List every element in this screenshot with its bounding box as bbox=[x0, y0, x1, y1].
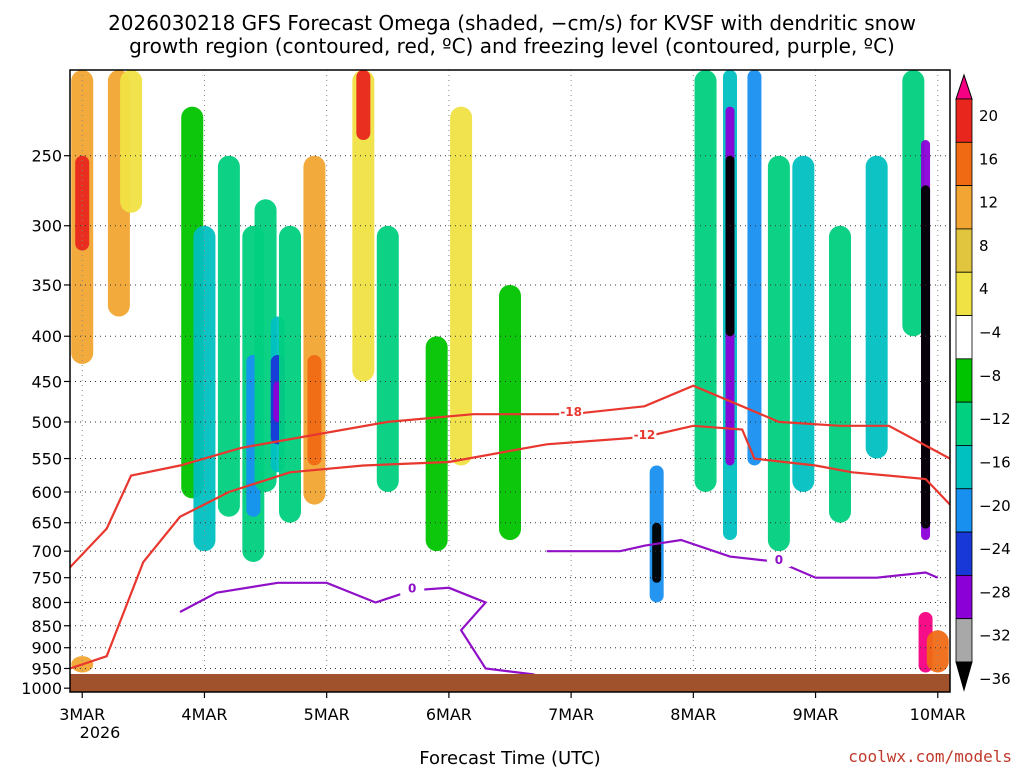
colorbar-label-0: 20 bbox=[979, 107, 998, 125]
colorbar-label-3: 8 bbox=[979, 237, 989, 255]
omega-cell-19 bbox=[376, 225, 399, 492]
x-axis-label: Forecast Time (UTC) bbox=[419, 748, 600, 768]
y-tick-label-600: 600 bbox=[31, 483, 62, 502]
contours: -12 -18 0 0 bbox=[70, 384, 950, 676]
contour-line-1 bbox=[70, 384, 950, 569]
omega-cell-18 bbox=[356, 70, 371, 141]
omega-cell-14 bbox=[279, 225, 301, 523]
y-tick-label-250: 250 bbox=[31, 147, 62, 166]
omega-cell-33 bbox=[865, 155, 888, 459]
y-tick-label-300: 300 bbox=[31, 217, 62, 236]
colorbar-label-5: −4 bbox=[979, 324, 1001, 342]
omega-cell-17 bbox=[352, 70, 375, 382]
x-tick-label-8MAR: 8MAR bbox=[670, 705, 716, 724]
credit-link[interactable]: coolwx.com/models bbox=[848, 747, 1012, 766]
colorbar-label-9: −20 bbox=[979, 497, 1011, 515]
y-tick-label-450: 450 bbox=[31, 372, 62, 391]
colorbar-swatch-12 bbox=[955, 574, 973, 620]
colorbar-swatch-11 bbox=[955, 531, 973, 576]
contour-label-bg-1 bbox=[559, 405, 584, 420]
colorbar-label-12: −32 bbox=[979, 627, 1011, 645]
chart-title-line-2: growth region (contoured, red, ºC) and f… bbox=[129, 34, 895, 58]
omega-cell-24 bbox=[652, 522, 662, 583]
y-tick-label-750: 750 bbox=[31, 569, 62, 588]
omega-cell-38 bbox=[926, 630, 949, 673]
contour-label-bg-2 bbox=[400, 581, 425, 596]
colorbar-swatch-5 bbox=[955, 271, 973, 316]
colorbar-label-7: −12 bbox=[979, 410, 1011, 428]
y-tick-label-350: 350 bbox=[31, 276, 62, 295]
y-tick-label-900: 900 bbox=[31, 639, 62, 658]
contour-label-bg-0 bbox=[632, 428, 657, 443]
omega-cell-28 bbox=[725, 155, 735, 337]
omega-cell-16 bbox=[307, 354, 322, 466]
colorbar-swatch-6 bbox=[955, 315, 973, 360]
colorbar-label-1: 16 bbox=[979, 150, 998, 168]
colorbar-swatch-3 bbox=[955, 185, 973, 230]
y-tick-label-700: 700 bbox=[31, 542, 62, 561]
contour-label-2: 0 bbox=[408, 581, 416, 595]
colorbar-label-10: −24 bbox=[979, 540, 1011, 558]
colorbar-label-13: −36 bbox=[979, 670, 1011, 688]
omega-cell-20 bbox=[425, 336, 448, 552]
contour-label-1: -18 bbox=[560, 405, 582, 419]
colorbar-swatch-7 bbox=[955, 358, 973, 403]
omega-cell-7 bbox=[217, 155, 240, 517]
colorbar-label-8: −16 bbox=[979, 453, 1011, 471]
colorbar-label-2: 12 bbox=[979, 194, 998, 212]
x-tick-label-3MAR: 3MAR bbox=[59, 705, 105, 724]
colorbar-label-6: −8 bbox=[979, 367, 1001, 385]
colorbar-label-11: −28 bbox=[979, 583, 1011, 601]
x-tick-label-7MAR: 7MAR bbox=[548, 705, 594, 724]
y-tick-label-500: 500 bbox=[31, 413, 62, 432]
omega-cell-4 bbox=[120, 70, 143, 213]
omega-cell-22 bbox=[499, 284, 521, 541]
contour-line-0 bbox=[70, 424, 950, 670]
chart-title-line-1: 2026030218 GFS Forecast Omega (shaded, −… bbox=[108, 11, 916, 35]
year-label: 2026 bbox=[80, 723, 121, 742]
colorbar-label-4: 4 bbox=[979, 280, 989, 298]
time-axis: 3MAR 4MAR 5MAR 6MAR 7MAR 8MAR 9MAR 10MAR bbox=[59, 692, 966, 724]
omega-cell-34 bbox=[902, 70, 925, 337]
colorbar: 20 16 12 8 4 −4 −8 −12 −16 −20 −24 −28 −32 −36 bbox=[955, 73, 1011, 692]
x-tick-label-6MAR: 6MAR bbox=[426, 705, 472, 724]
omega-cell-21 bbox=[450, 106, 473, 466]
omega-cell-25 bbox=[694, 70, 717, 492]
terrain-ground bbox=[70, 674, 950, 692]
grid-lines bbox=[70, 70, 950, 692]
omega-cell-32 bbox=[829, 225, 851, 523]
x-tick-label-10MAR: 10MAR bbox=[910, 705, 966, 724]
omega-cell-36 bbox=[921, 185, 931, 529]
omega-cell-6 bbox=[193, 225, 216, 552]
omega-shading bbox=[71, 70, 949, 673]
colorbar-swatch-2 bbox=[955, 141, 973, 187]
omega-cell-30 bbox=[767, 155, 790, 552]
contour-label-3: 0 bbox=[775, 553, 783, 567]
y-tick-label-800: 800 bbox=[31, 593, 62, 612]
colorbar-swatch-10 bbox=[955, 488, 973, 533]
pressure-axis: 250 300 350 400 450 500 550 600 650 700 750 800 850 9… bbox=[21, 147, 70, 698]
colorbar-swatch-8 bbox=[955, 401, 973, 446]
y-tick-label-850: 850 bbox=[31, 617, 62, 636]
y-tick-label-400: 400 bbox=[31, 327, 62, 346]
omega-cell-29 bbox=[747, 70, 762, 466]
omega-cell-31 bbox=[792, 155, 815, 492]
colorbar-swatch-4 bbox=[955, 228, 973, 273]
colorbar-swatch-9 bbox=[955, 445, 973, 490]
y-tick-label-550: 550 bbox=[31, 450, 62, 469]
contour-label-0: -12 bbox=[634, 428, 656, 442]
y-tick-label-650: 650 bbox=[31, 514, 62, 533]
contour-line-3 bbox=[546, 538, 939, 579]
y-tick-label-1000: 1000 bbox=[21, 679, 62, 698]
colorbar-bottom-arrow bbox=[955, 661, 973, 692]
x-tick-label-9MAR: 9MAR bbox=[793, 705, 839, 724]
colorbar-swatch-1 bbox=[955, 98, 973, 143]
omega-cell-1 bbox=[75, 155, 90, 251]
colorbar-swatch-13 bbox=[955, 618, 973, 663]
contour-label-bg-3 bbox=[766, 553, 791, 568]
x-tick-label-4MAR: 4MAR bbox=[181, 705, 227, 724]
x-tick-label-5MAR: 5MAR bbox=[304, 705, 350, 724]
y-tick-label-950: 950 bbox=[31, 659, 62, 678]
